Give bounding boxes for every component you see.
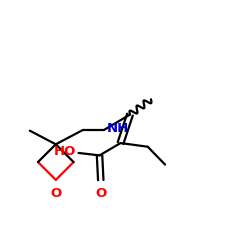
Text: O: O <box>50 187 62 200</box>
Text: HO: HO <box>54 145 76 158</box>
Text: O: O <box>95 187 106 200</box>
Text: NH: NH <box>107 122 129 135</box>
